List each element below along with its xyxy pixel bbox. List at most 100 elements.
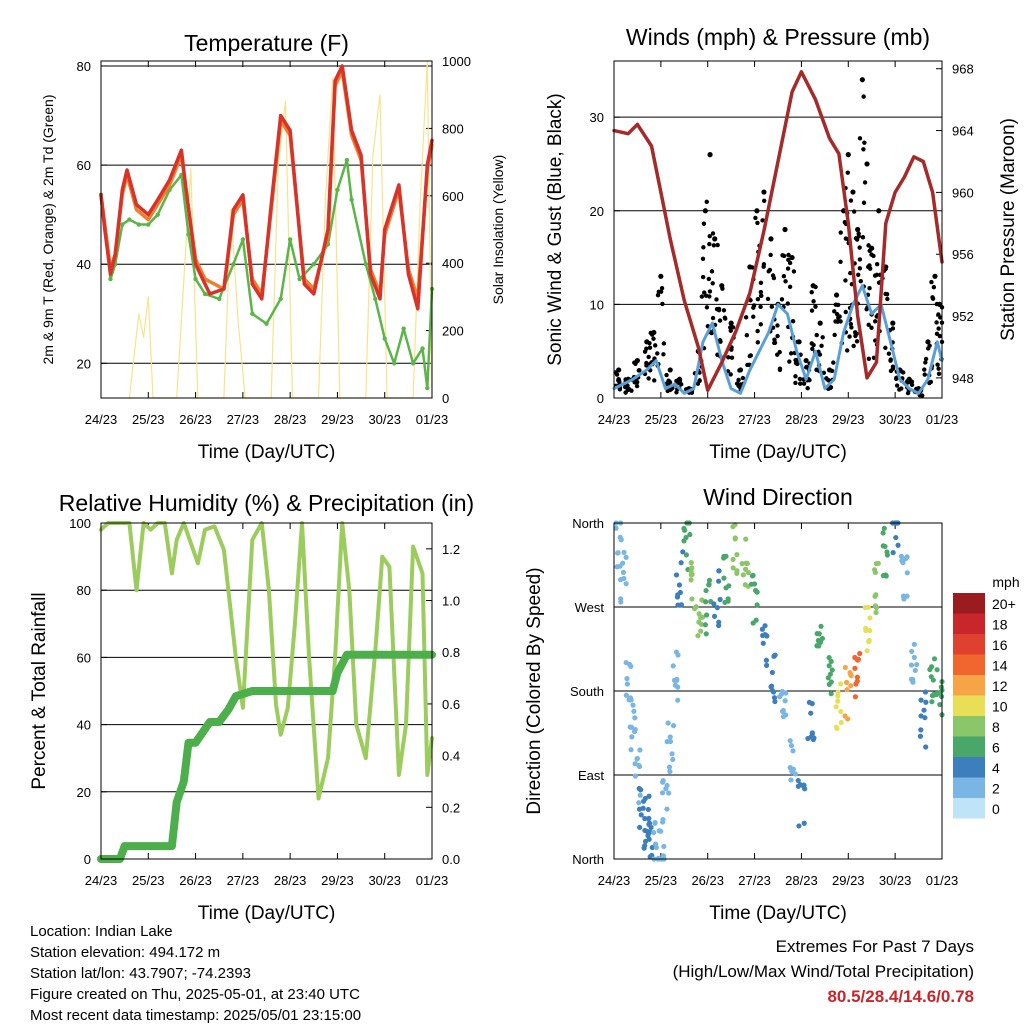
gust-point bbox=[867, 285, 872, 291]
direction-point bbox=[777, 694, 783, 700]
gust-point bbox=[780, 253, 785, 258]
gust-point bbox=[761, 189, 767, 195]
gust-point bbox=[869, 245, 875, 251]
temperature-title: Temperature (F) bbox=[184, 30, 349, 56]
gust-point bbox=[706, 276, 712, 282]
gust-point bbox=[712, 236, 718, 242]
x-tick-label: 24/23 bbox=[598, 873, 631, 888]
winds-ylabel2: Station Pressure (Maroon) bbox=[998, 118, 1019, 341]
gust-point bbox=[894, 375, 899, 381]
legend-swatch bbox=[953, 757, 985, 778]
dewpoint-point bbox=[231, 261, 236, 267]
gust-point bbox=[831, 360, 836, 365]
direction-point bbox=[621, 549, 627, 556]
direction-point bbox=[675, 602, 681, 608]
gust-point bbox=[813, 304, 818, 309]
x-tick-label: 25/23 bbox=[645, 873, 678, 888]
direction-point bbox=[696, 619, 702, 625]
dewpoint-point bbox=[127, 217, 132, 222]
y2-tick-label: 0.8 bbox=[442, 645, 460, 660]
direction-point bbox=[645, 806, 651, 813]
gust-point bbox=[711, 243, 717, 248]
y-tick-label: 60 bbox=[77, 650, 91, 665]
direction-point bbox=[638, 812, 644, 818]
gust-point bbox=[803, 357, 809, 364]
direction-point bbox=[816, 640, 822, 646]
x-tick-label: 29/23 bbox=[832, 873, 865, 888]
gust-point bbox=[729, 347, 734, 352]
gust-point bbox=[755, 220, 760, 226]
gust-point bbox=[795, 339, 800, 345]
humidity-xlabel: Time (Day/UTC) bbox=[198, 903, 336, 924]
gust-point bbox=[634, 383, 640, 389]
y2-tick-label: 0.2 bbox=[442, 800, 460, 815]
direction-point bbox=[706, 581, 712, 587]
gust-point bbox=[871, 253, 876, 259]
legend-label: 20+ bbox=[992, 596, 1016, 612]
gust-point bbox=[787, 260, 793, 266]
x-tick-label: 29/23 bbox=[321, 873, 354, 888]
direction-point bbox=[659, 790, 666, 796]
direction-point bbox=[808, 710, 814, 716]
direction-point bbox=[772, 652, 778, 658]
gust-point bbox=[768, 236, 774, 242]
direction-point bbox=[873, 592, 879, 598]
legend-swatch bbox=[953, 736, 985, 757]
dewpoint-point bbox=[420, 346, 425, 351]
gust-point bbox=[651, 336, 656, 341]
x-tick-label: 28/23 bbox=[785, 412, 818, 427]
direction-point bbox=[921, 707, 927, 713]
gust-point bbox=[929, 279, 934, 285]
direction-point bbox=[904, 570, 910, 576]
x-tick-label: 30/23 bbox=[879, 412, 912, 427]
x-tick-label: 26/23 bbox=[691, 412, 724, 427]
direction-point bbox=[688, 577, 694, 583]
direction-point bbox=[918, 727, 924, 733]
direction-point bbox=[730, 565, 736, 571]
direction-point bbox=[790, 748, 796, 754]
direction-point bbox=[630, 702, 636, 708]
direction-point bbox=[642, 815, 648, 822]
direction-point bbox=[623, 554, 629, 560]
x-tick-label: 30/23 bbox=[368, 412, 401, 427]
dewpoint-point bbox=[311, 261, 316, 267]
direction-point bbox=[716, 619, 722, 625]
gust-point bbox=[854, 339, 860, 344]
y2-tick-label: 948 bbox=[952, 371, 974, 386]
gust-point bbox=[677, 378, 683, 383]
gust-point bbox=[851, 209, 857, 214]
direction-point bbox=[666, 764, 673, 770]
legend-swatch bbox=[953, 716, 985, 737]
direction-point bbox=[646, 793, 652, 799]
direction-point bbox=[898, 553, 904, 559]
gust-point bbox=[857, 257, 863, 262]
gust-point bbox=[775, 323, 780, 328]
gust-point bbox=[647, 340, 652, 346]
y-tick-label: 30 bbox=[590, 110, 604, 125]
direction-point bbox=[702, 622, 708, 628]
gust-point bbox=[718, 339, 723, 344]
gust-point bbox=[805, 386, 810, 391]
gust-point bbox=[888, 358, 893, 363]
direction-point bbox=[788, 777, 794, 783]
y2-tick-label: 952 bbox=[952, 309, 974, 324]
y-tick-label: 60 bbox=[77, 158, 91, 173]
x-tick-label: 01/23 bbox=[926, 873, 959, 888]
direction-point bbox=[623, 692, 629, 698]
direction-point bbox=[681, 538, 687, 544]
gust-point bbox=[758, 304, 763, 310]
direction-point bbox=[890, 550, 896, 556]
gust-point bbox=[707, 241, 712, 247]
figure-created: Figure created on Thu, 2025-05-01, at 23… bbox=[30, 986, 360, 1003]
dewpoint-point bbox=[217, 296, 222, 302]
direction-point bbox=[772, 698, 778, 705]
direction-point bbox=[873, 560, 879, 567]
direction-point bbox=[783, 712, 789, 718]
direction-point bbox=[620, 569, 627, 575]
gust-point bbox=[782, 226, 788, 233]
dewpoint-point bbox=[410, 361, 416, 366]
dewpoint-point bbox=[186, 232, 191, 237]
y-tick-label: 100 bbox=[69, 516, 91, 531]
x-tick-label: 26/23 bbox=[691, 873, 724, 888]
